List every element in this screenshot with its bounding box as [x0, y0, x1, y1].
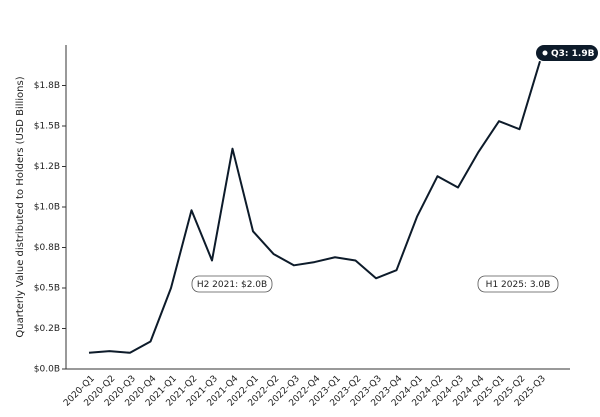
y-tick-label: $0.8B — [34, 243, 60, 253]
y-tick-label: $0.0B — [34, 365, 60, 375]
annotation: H1 2025: 3.0B — [486, 280, 551, 290]
data-line — [88, 60, 541, 354]
y-tick-label: $1.5B — [34, 122, 60, 132]
callout-dot — [542, 50, 548, 56]
annotation-box — [477, 275, 559, 293]
value-label: Q3: 1.9B — [551, 49, 595, 59]
y-tick-label: $1.8B — [34, 81, 60, 91]
y-tick-label: $0.5B — [34, 284, 60, 294]
callout-box — [536, 45, 598, 61]
y-axis-label: Quarterly Value distributed to Holders (… — [15, 76, 26, 337]
y-tick-label: $1.0B — [34, 203, 60, 213]
annotation: H2 2021: $2.0B — [197, 280, 267, 290]
annotation-box — [191, 275, 273, 293]
y-tick-label: $0.2B — [34, 324, 60, 334]
y-tick-label: $1.2B — [34, 162, 60, 172]
